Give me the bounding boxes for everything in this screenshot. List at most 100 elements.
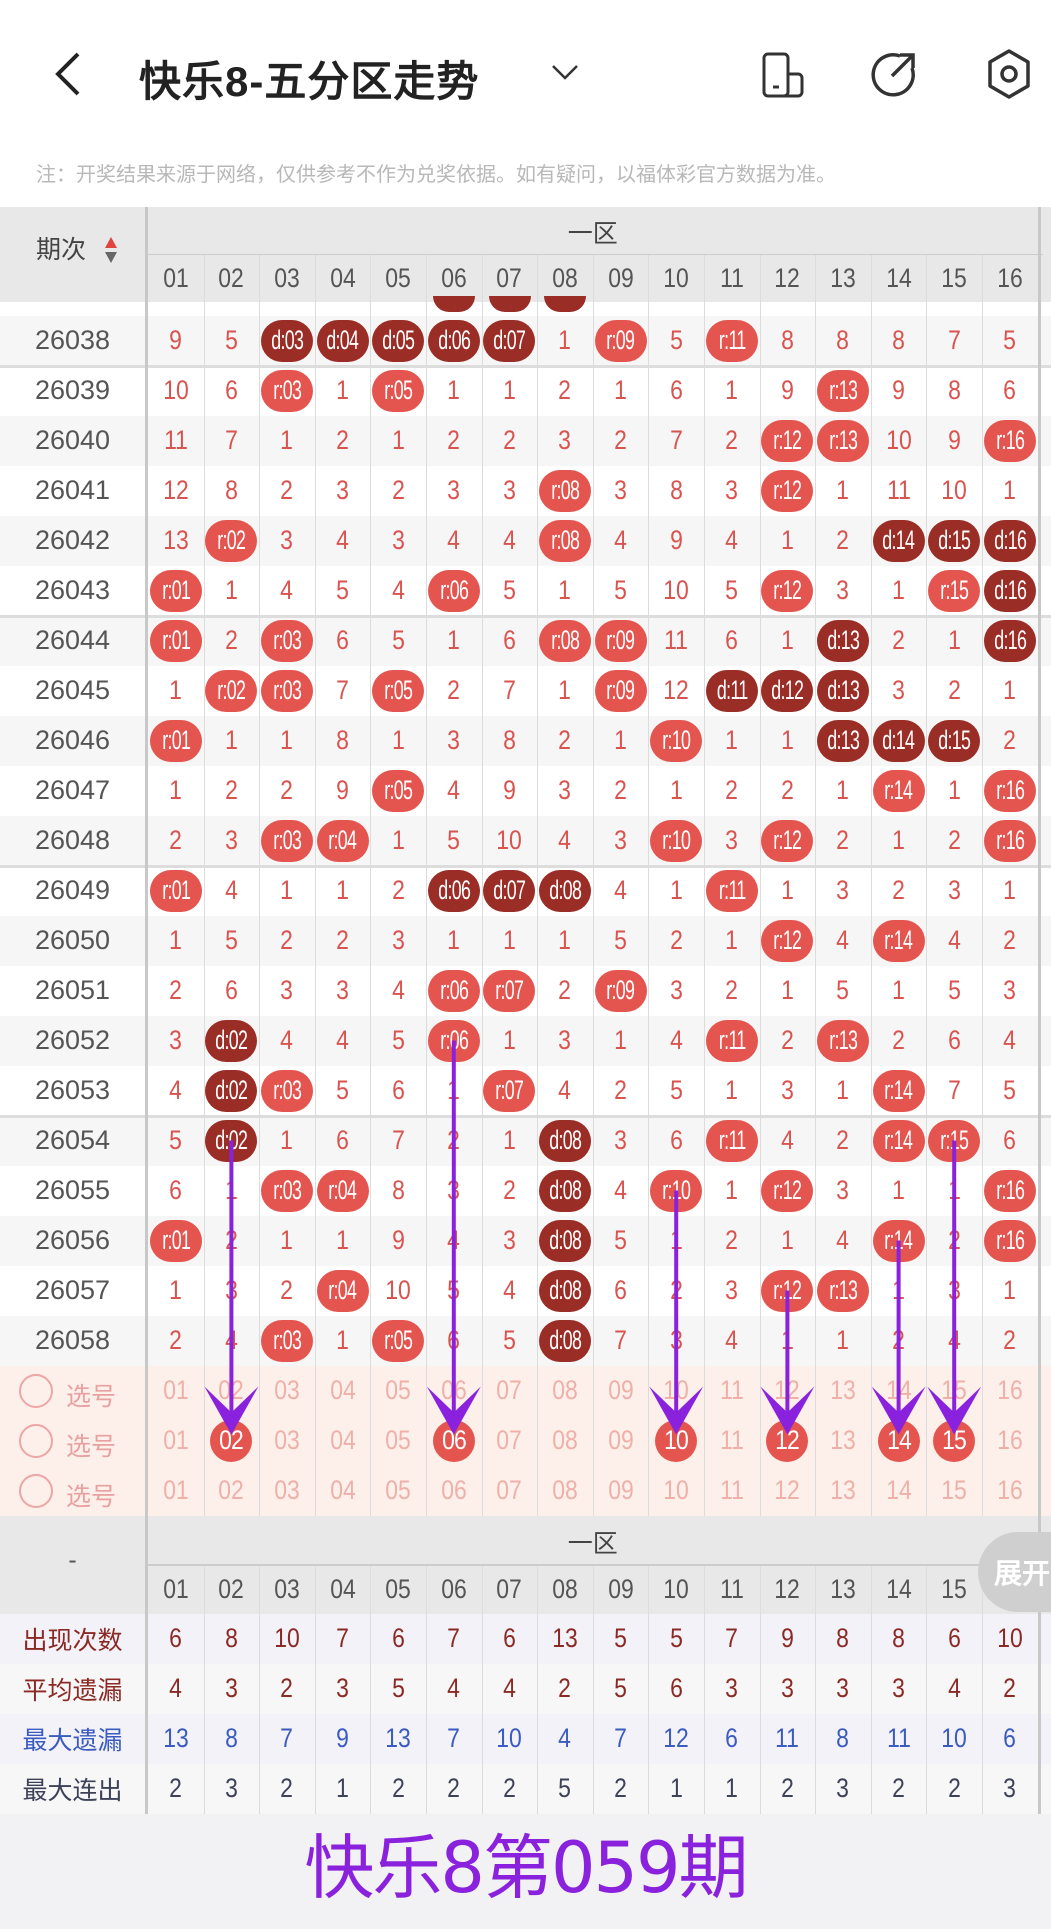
pick-number[interactable]: 11 [704, 1466, 760, 1516]
expand-button[interactable]: 展开 [978, 1531, 1051, 1612]
selected-ball[interactable]: 02 [210, 1419, 253, 1462]
share-icon[interactable] [870, 50, 918, 98]
pick-number[interactable]: 14 [871, 1416, 927, 1466]
omission-count: 1 [725, 1175, 739, 1205]
dropdown-chevron-icon[interactable] [550, 62, 580, 82]
pick-number[interactable]: 13 [815, 1416, 871, 1466]
pick-number[interactable]: 12 [760, 1466, 816, 1516]
pick-number[interactable]: 05 [370, 1416, 426, 1466]
pick-number[interactable]: 14 [871, 1466, 927, 1516]
ball-dark: d:02 [205, 1119, 258, 1162]
pick-number[interactable]: 10 [648, 1366, 704, 1416]
pick-number-label: 05 [385, 1375, 411, 1405]
pick-number[interactable]: 11 [704, 1416, 760, 1466]
pick-number[interactable]: 10 [648, 1416, 704, 1466]
pick-number[interactable]: 07 [482, 1466, 538, 1516]
ball-number: r:09 [606, 625, 636, 655]
pick-number[interactable]: 02 [204, 1466, 260, 1516]
pick-number[interactable]: 04 [315, 1366, 371, 1416]
pick-number[interactable]: 03 [259, 1366, 315, 1416]
ball-red: r:05 [372, 769, 425, 812]
pick-number[interactable]: 01 [148, 1466, 204, 1516]
pick-number[interactable]: 12 [760, 1416, 816, 1466]
pick-number[interactable]: 15 [926, 1416, 982, 1466]
table-cell: 3 [593, 1116, 649, 1166]
omission-count: 8 [781, 325, 794, 355]
pick-number[interactable]: 04 [315, 1466, 371, 1516]
omission-count: 1 [280, 1125, 294, 1155]
back-chevron-icon[interactable] [50, 50, 86, 98]
stats-value-label: 5 [391, 1673, 405, 1703]
table-cell: 1 [648, 766, 704, 816]
pick-number[interactable]: 07 [482, 1416, 538, 1466]
pick-radio[interactable] [19, 1423, 53, 1458]
pick-number[interactable]: 11 [704, 1366, 760, 1416]
pick-number[interactable]: 08 [537, 1466, 593, 1516]
stats-value: 9 [760, 1614, 816, 1664]
device-switch-icon[interactable] [760, 52, 808, 98]
pick-number[interactable]: 06 [426, 1366, 482, 1416]
pick-number[interactable]: 06 [426, 1466, 482, 1516]
pick-number[interactable]: 15 [926, 1466, 982, 1516]
table-cell: d:13 [815, 666, 871, 716]
pick-number[interactable]: 03 [259, 1466, 315, 1516]
sort-arrows-icon[interactable] [104, 236, 118, 264]
selected-ball[interactable]: 06 [432, 1419, 475, 1462]
table-cell: r:12 [760, 816, 816, 866]
pick-number[interactable]: 12 [760, 1366, 816, 1416]
pick-number[interactable]: 08 [537, 1416, 593, 1466]
settings-icon[interactable] [986, 48, 1032, 100]
column-divider [759, 255, 761, 1516]
table-cell: 5 [648, 316, 704, 366]
pick-number[interactable]: 07 [482, 1366, 538, 1416]
pick-number[interactable]: 13 [815, 1366, 871, 1416]
pick-number[interactable]: 05 [370, 1366, 426, 1416]
pick-number[interactable]: 04 [315, 1416, 371, 1466]
selected-ball[interactable]: 10 [655, 1419, 698, 1462]
pick-number[interactable]: 16 [982, 1416, 1038, 1466]
pick-number[interactable]: 01 [148, 1366, 204, 1416]
stats-value-label: 8 [225, 1623, 238, 1653]
pick-radio[interactable] [19, 1473, 53, 1508]
selected-ball[interactable]: 14 [877, 1419, 920, 1462]
omission-count: 4 [391, 575, 405, 605]
table-cell: 8 [370, 1166, 426, 1216]
ball-number: d:14 [882, 525, 916, 555]
pick-number-label: 03 [274, 1425, 300, 1455]
ball-number: r:03 [272, 375, 302, 405]
pick-number-label: 08 [552, 1425, 578, 1455]
pick-number[interactable]: 13 [815, 1466, 871, 1516]
column-divider [704, 255, 705, 1516]
pick-number[interactable]: 02 [204, 1366, 260, 1416]
pick-number[interactable]: 15 [926, 1366, 982, 1416]
ball-dark: d:15 [928, 719, 981, 762]
omission-count: 3 [169, 1025, 183, 1055]
omission-count: 5 [669, 1075, 683, 1105]
pick-number[interactable]: 03 [259, 1416, 315, 1466]
column-divider [926, 1565, 928, 1814]
omission-count: 5 [669, 325, 683, 355]
pick-number[interactable]: 09 [593, 1366, 649, 1416]
pick-number[interactable]: 16 [982, 1466, 1038, 1516]
pick-number[interactable]: 10 [648, 1466, 704, 1516]
page-title[interactable]: 快乐8-五分区走势 [139, 58, 480, 105]
table-cell: 4 [315, 1016, 371, 1066]
pick-radio[interactable] [19, 1373, 53, 1408]
pick-number[interactable]: 09 [593, 1466, 649, 1516]
ball-dark: d:05 [372, 319, 425, 362]
group-divider [0, 364, 1051, 368]
table-cell: 5 [315, 1066, 371, 1116]
pick-number[interactable]: 14 [871, 1366, 927, 1416]
pick-number[interactable]: 01 [148, 1416, 204, 1466]
pick-number[interactable]: 08 [537, 1366, 593, 1416]
pick-number[interactable]: 06 [426, 1416, 482, 1466]
stats-value: 2 [259, 1764, 315, 1814]
pick-number[interactable]: 02 [204, 1416, 260, 1466]
pick-number[interactable]: 05 [370, 1466, 426, 1516]
selected-ball[interactable]: 12 [766, 1419, 809, 1462]
pick-number[interactable]: 09 [593, 1416, 649, 1466]
stats-value-label: 2 [280, 1673, 294, 1703]
selected-ball[interactable]: 15 [933, 1419, 976, 1462]
period-header-label[interactable]: 期次 [36, 236, 87, 264]
pick-number[interactable]: 16 [982, 1366, 1038, 1416]
